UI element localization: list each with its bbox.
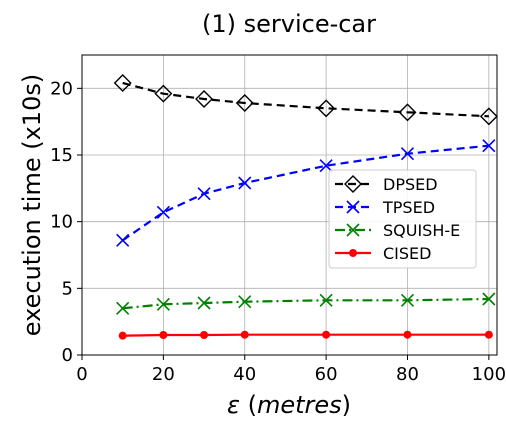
data-point-dpsed <box>113 74 132 92</box>
legend-item-squish-e: SQUISH-E <box>335 221 460 240</box>
legend-marker <box>349 249 357 257</box>
legend-label: SQUISH-E <box>383 221 460 240</box>
data-point-cised <box>484 330 493 339</box>
data-point-dpsed <box>235 94 254 112</box>
series-dpsed <box>113 74 498 126</box>
data-point-tpsed <box>400 147 415 161</box>
plot-frame <box>81 54 498 356</box>
x-axis-symbol: ε <box>227 391 240 419</box>
legend-box <box>328 169 477 269</box>
data-point-cised <box>200 331 209 339</box>
x-tick-label: 0 <box>76 364 87 385</box>
x-tick-label: 20 <box>152 364 175 385</box>
data-point-tpsed <box>482 139 496 153</box>
data-point-cised <box>159 331 168 339</box>
y-tick-label: 10 <box>50 212 73 233</box>
x-tick-label: 100 <box>472 364 506 385</box>
data-point-dpsed <box>195 90 214 108</box>
y-tick-label: 0 <box>62 345 73 366</box>
data-point-tpsed <box>156 205 170 219</box>
data-point-squish-e <box>197 296 211 310</box>
legend-item-cised: CISED <box>335 244 431 263</box>
series-line-cised <box>122 333 489 337</box>
data-point-squish-e <box>238 295 252 309</box>
data-point-dpsed <box>398 103 417 122</box>
series-cised <box>118 330 493 340</box>
legend-marker <box>346 223 360 237</box>
y-tick-label: 5 <box>62 278 73 299</box>
data-point-dpsed <box>154 84 173 103</box>
data-point-cised <box>322 330 331 339</box>
data-point-dpsed <box>317 99 336 118</box>
x-tick-label: 80 <box>396 364 419 385</box>
y-axis-label: execution time (x10s) <box>18 74 46 336</box>
y-ticks: 0 5 10 15 20 <box>50 78 82 366</box>
x-ticks: 0 20 40 60 80 100 <box>76 355 506 385</box>
series-tpsed <box>116 139 496 247</box>
legend-label: CISED <box>383 244 431 263</box>
data-point-cised <box>240 330 249 339</box>
data-point-tpsed <box>116 233 130 247</box>
x-tick-label: 60 <box>315 364 338 385</box>
x-axis-label: ε (metres) <box>227 391 351 419</box>
y-tick-label: 20 <box>50 78 73 99</box>
data-point-squish-e <box>482 292 496 306</box>
legend-label: TPSED <box>382 198 435 217</box>
data-point-tpsed <box>319 159 333 173</box>
legend-item-dpsed: DPSED <box>335 175 438 194</box>
x-tick-label: 40 <box>233 364 256 385</box>
legend-label: DPSED <box>383 175 438 194</box>
data-point-squish-e <box>116 301 130 315</box>
series-squish-e <box>116 292 496 315</box>
series-line-dpsed <box>122 81 489 118</box>
data-point-squish-e <box>156 297 170 311</box>
data-point-squish-e <box>319 293 333 307</box>
series-line-squish-e <box>122 297 489 310</box>
legend-marker <box>344 175 362 193</box>
data-point-tpsed <box>197 187 211 201</box>
data-point-cised <box>403 330 412 339</box>
data-point-squish-e <box>400 293 415 307</box>
data-point-tpsed <box>238 176 252 190</box>
data-point-cised <box>118 331 127 340</box>
x-axis-unit: metres <box>257 391 342 419</box>
series-group <box>113 74 498 340</box>
data-point-dpsed <box>479 107 498 126</box>
chart-title: (1) service-car <box>202 10 376 38</box>
legend: DPSED TPSED SQUISH-E CISED <box>328 169 477 269</box>
legend-marker <box>346 200 360 214</box>
legend-item-tpsed: TPSED <box>335 198 435 217</box>
y-tick-label: 15 <box>50 145 73 166</box>
